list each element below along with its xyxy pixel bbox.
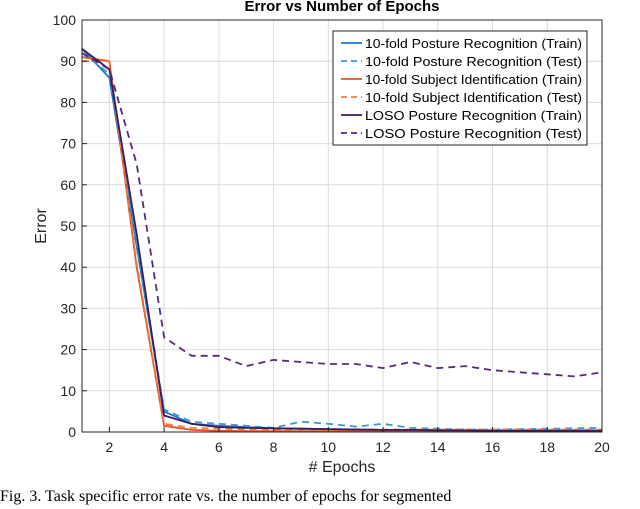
legend-label-6: LOSO Posture Recognition (Test) [365,126,582,141]
legend-label-3: 10-fold Subject Identification (Train) [365,72,582,87]
y-tick-label: 50 [60,218,76,234]
y-tick-label: 0 [68,424,76,440]
legend-label-4: 10-fold Subject Identification (Test) [365,90,582,105]
ticks: 2 4 6 8 10 12 14 16 18 20 0 10 20 30 40 50 60 70 80 90 100 [53,12,610,455]
legend-box [332,30,588,146]
series-line-5 [81,48,602,432]
y-axis-label: Error [33,208,50,244]
legend: 10-fold Posture Recognition (Train) 10-fo… [332,30,588,146]
y-tick-label: 90 [60,53,76,69]
series-line-4 [82,60,602,431]
error-vs-epochs-chart: 2 4 6 8 10 12 14 16 18 20 0 10 20 30 40 50 60 70 80 90 100 E… [33,0,610,476]
x-tick-label: 18 [539,439,555,455]
figure-caption: Fig. 3. Task specific error rate vs. the… [0,488,452,505]
y-tick-label: 60 [60,177,76,193]
legend-label-2: 10-fold Posture Recognition (Test) [365,54,582,69]
x-axis-label: # Epochs [309,459,376,476]
x-tick-label: 4 [160,439,168,455]
y-tick-label: 100 [53,12,77,28]
x-tick-label: 16 [485,439,501,455]
y-tick-label: 80 [60,94,76,110]
legend-label-5: LOSO Posture Recognition (Train) [365,108,582,123]
y-tick-label: 30 [60,300,76,316]
y-tick-label: 20 [60,342,76,358]
chart-title: Error vs Number of Epochs [244,0,439,15]
x-tick-label: 10 [321,439,337,455]
y-tick-label: 40 [60,259,76,275]
legend-label-1: 10-fold Posture Recognition (Train) [365,36,582,51]
x-tick-label: 8 [270,439,278,455]
y-tick-label: 10 [60,383,76,399]
series-line-2 [81,52,603,431]
series-line-6 [81,52,603,378]
y-tick-label: 70 [60,136,76,152]
x-tick-label: 20 [594,439,610,455]
data-series [81,48,603,433]
x-tick-label: 12 [375,439,391,455]
x-tick-label: 14 [430,439,446,455]
x-tick-label: 6 [215,439,223,455]
x-tick-label: 2 [105,439,113,455]
